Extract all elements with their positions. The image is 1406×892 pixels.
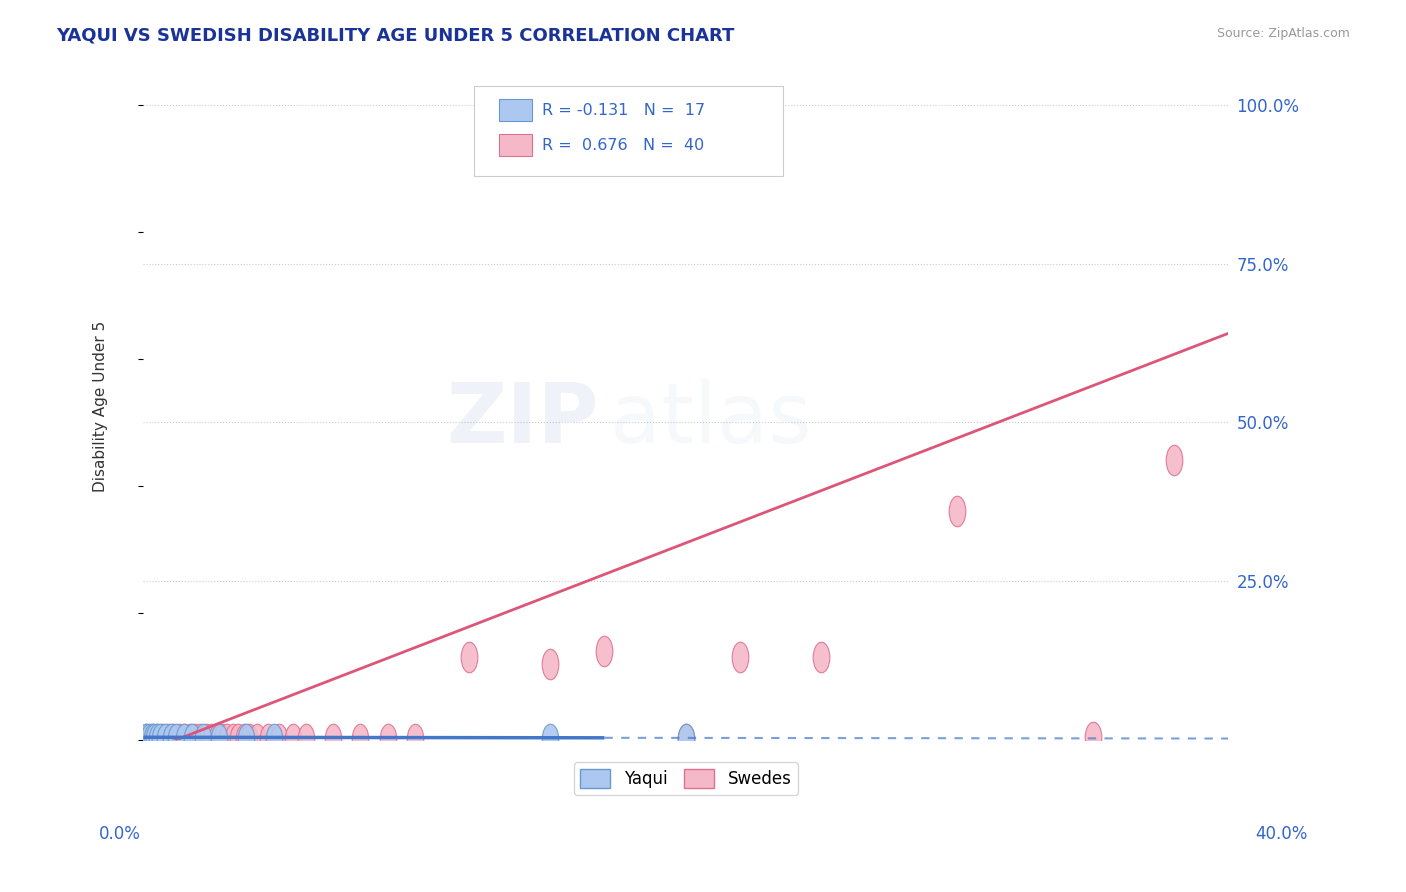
- Text: R =  0.676   N =  40: R = 0.676 N = 40: [541, 138, 704, 153]
- FancyBboxPatch shape: [499, 99, 531, 121]
- Text: ZIP: ZIP: [447, 379, 599, 460]
- Text: 0.0%: 0.0%: [98, 825, 141, 843]
- FancyBboxPatch shape: [499, 135, 531, 156]
- FancyBboxPatch shape: [474, 87, 783, 177]
- Text: atlas: atlas: [610, 379, 811, 460]
- Text: YAQUI VS SWEDISH DISABILITY AGE UNDER 5 CORRELATION CHART: YAQUI VS SWEDISH DISABILITY AGE UNDER 5 …: [56, 27, 734, 45]
- Legend: Yaqui, Swedes: Yaqui, Swedes: [574, 763, 799, 795]
- Text: Disability Age Under 5: Disability Age Under 5: [93, 321, 107, 492]
- Text: 40.0%: 40.0%: [1256, 825, 1308, 843]
- Text: Source: ZipAtlas.com: Source: ZipAtlas.com: [1216, 27, 1350, 40]
- Text: R = -0.131   N =  17: R = -0.131 N = 17: [541, 103, 704, 118]
